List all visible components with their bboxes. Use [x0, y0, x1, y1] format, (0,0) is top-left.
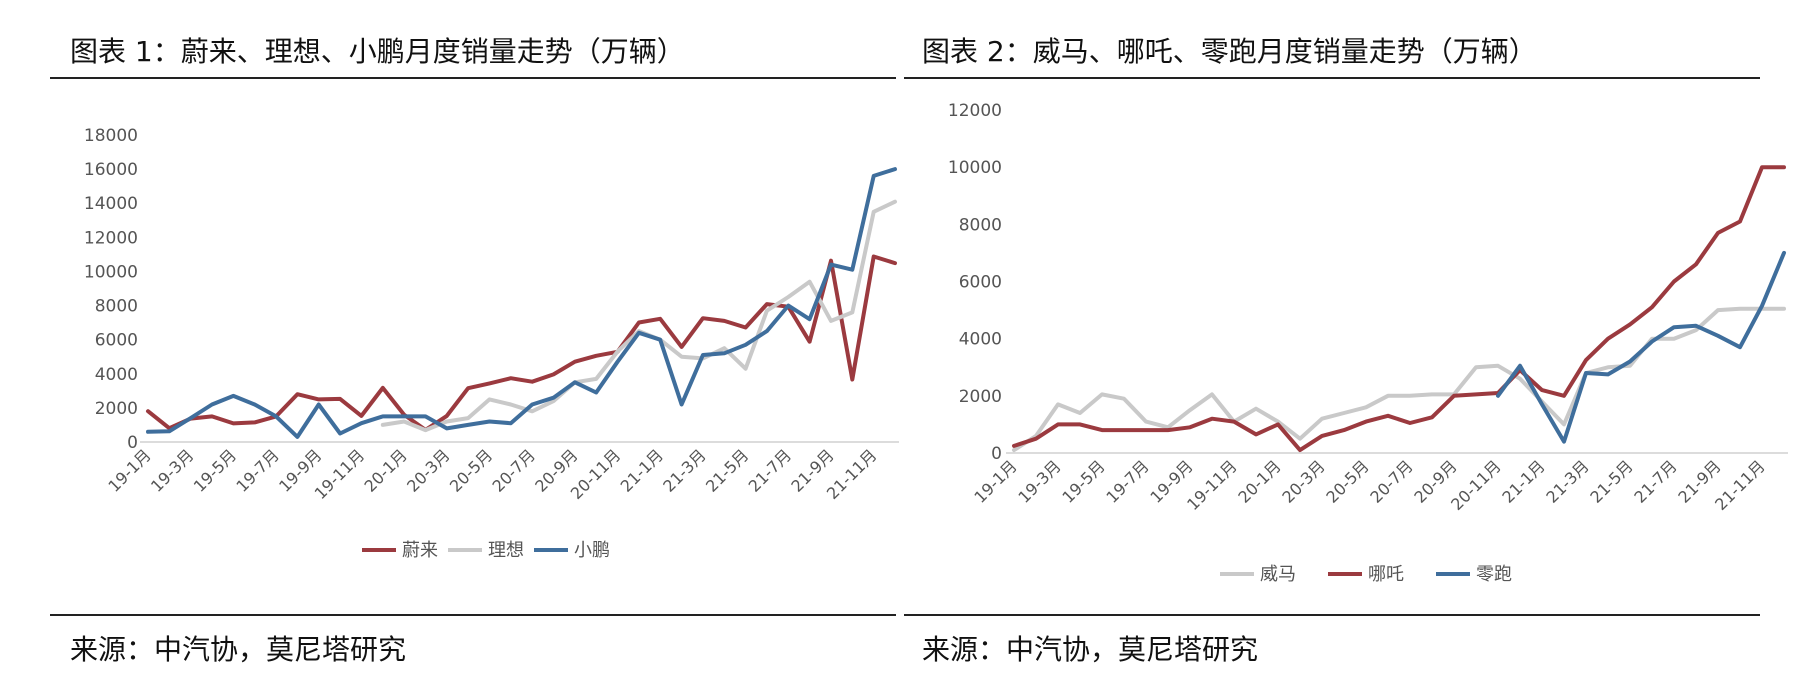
bottom-divider: [904, 614, 1760, 616]
x-tick-label: 20-3月: [403, 445, 453, 495]
y-tick-label: 10000: [948, 158, 1002, 178]
x-tick-label: 20-7月: [1366, 456, 1416, 506]
y-tick-label: 8000: [95, 297, 138, 317]
x-tick-label: 19-3月: [147, 445, 197, 495]
y-tick-label: 8000: [959, 215, 1002, 235]
top-divider: [904, 77, 1760, 79]
source-note: 来源：中汽协，莫尼塔研究: [70, 633, 407, 666]
legend-label: 威马: [1260, 564, 1296, 585]
series-line-1: [1012, 165, 1786, 453]
x-tick-label: 20-1月: [361, 445, 411, 495]
y-tick-label: 4000: [959, 330, 1002, 350]
x-tick-label: 20-1月: [1234, 456, 1284, 506]
x-tick-label: 20-7月: [489, 445, 539, 495]
y-tick-label: 0: [127, 433, 138, 453]
x-tick-label: 21-3月: [1542, 456, 1592, 506]
x-tick-label: 21-7月: [745, 445, 795, 495]
legend-label: 小鹏: [574, 540, 610, 561]
x-tick-label: 19-3月: [1014, 456, 1064, 506]
x-tick-label: 21-5月: [702, 445, 752, 495]
series-line-2: [1496, 250, 1786, 444]
source-note: 来源：中汽协，莫尼塔研究: [922, 633, 1259, 666]
line-chart-1: 0 2000 4000 6000 8000 10000 12000 14000 16000 180…: [84, 126, 899, 561]
x-tick-label: 21-1月: [1498, 456, 1548, 506]
series-line-2: [146, 167, 897, 439]
y-tick-label: 0: [991, 444, 1002, 464]
x-tick-label: 20-3月: [1278, 456, 1328, 506]
x-tick-label: 20-5月: [1322, 456, 1372, 506]
y-tick-label: 14000: [84, 194, 138, 214]
x-tick-label: 21-7月: [1630, 456, 1680, 506]
chart-title: 图表 2：威马、哪吒、零跑月度销量走势（万辆）: [922, 35, 1537, 68]
x-tick-label: 19-7月: [232, 445, 282, 495]
x-tick-label: 21-1月: [617, 445, 667, 495]
x-tick-label: 21-5月: [1586, 456, 1636, 506]
x-tick-label: 21-3月: [659, 445, 709, 495]
legend-label: 理想: [488, 540, 524, 561]
y-tick-label: 2000: [959, 387, 1002, 407]
y-tick-label: 6000: [959, 273, 1002, 293]
series-line-0: [146, 254, 897, 432]
x-tick-label: 19-7月: [1102, 456, 1152, 506]
x-tick-label: 19-5月: [1058, 456, 1108, 506]
y-tick-label: 6000: [95, 331, 138, 351]
legend-label: 蔚来: [402, 540, 438, 561]
chart-panel-1: 图表 1：蔚来、理想、小鹏月度销量走势（万辆） 0 2000 4000 6000 800…: [50, 35, 899, 666]
y-tick-label: 2000: [95, 399, 138, 419]
line-chart-2: 02000400060008000100001200019-1月19-3月19-…: [948, 101, 1788, 585]
y-tick-label: 12000: [948, 101, 1002, 121]
chart-title: 图表 1：蔚来、理想、小鹏月度销量走势（万辆）: [70, 35, 685, 68]
y-tick-label: 18000: [84, 126, 138, 146]
bottom-divider: [50, 614, 896, 616]
y-tick-label: 4000: [95, 365, 138, 385]
x-tick-label: 19-5月: [190, 445, 240, 495]
y-tick-label: 10000: [84, 262, 138, 282]
top-divider: [50, 77, 896, 79]
legend-label: 零跑: [1476, 564, 1512, 585]
x-tick-label: 20-5月: [446, 445, 496, 495]
legend-label: 哪吒: [1368, 564, 1404, 585]
y-tick-label: 12000: [84, 228, 138, 248]
chart-panel-2: 图表 2：威马、哪吒、零跑月度销量走势（万辆） 0 2000 4000 6000 800…: [904, 0, 1808, 692]
y-tick-label: 16000: [84, 160, 138, 180]
